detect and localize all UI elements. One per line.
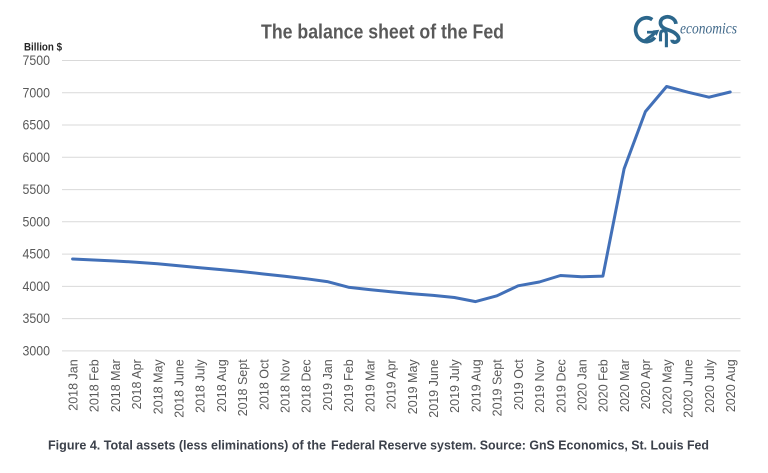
svg-text:Federal Reserve system. Source: Federal Reserve system. Source: GnS Econ… [331, 438, 709, 452]
svg-text:2019 Feb: 2019 Feb [342, 359, 356, 412]
svg-text:2020 Apr: 2020 Apr [639, 359, 653, 409]
svg-text:2018 Nov: 2018 Nov [279, 359, 293, 413]
svg-text:2019 Apr: 2019 Apr [385, 359, 399, 409]
svg-text:2018 Mar: 2018 Mar [109, 359, 123, 412]
svg-text:2019 Mar: 2019 Mar [363, 359, 377, 412]
svg-text:2020 Jan: 2020 Jan [576, 359, 590, 410]
svg-text:2020 Feb: 2020 Feb [597, 359, 611, 412]
svg-text:6000: 6000 [23, 150, 51, 165]
svg-text:2019 Nov: 2019 Nov [533, 359, 547, 413]
svg-text:6500: 6500 [23, 118, 51, 133]
svg-text:7000: 7000 [23, 85, 51, 100]
svg-text:2020 May: 2020 May [660, 359, 674, 415]
svg-text:2019 Oct: 2019 Oct [512, 359, 526, 410]
svg-text:2018 Oct: 2018 Oct [257, 359, 271, 410]
svg-text:2019 July: 2019 July [448, 359, 462, 413]
svg-text:Figure 4. Total assets (less e: Figure 4. Total assets (less elimination… [48, 438, 326, 452]
svg-text:2019 Dec: 2019 Dec [554, 359, 568, 413]
svg-text:7500: 7500 [23, 53, 51, 68]
svg-text:4000: 4000 [23, 279, 51, 294]
svg-text:3500: 3500 [23, 311, 51, 326]
svg-text:economics: economics [680, 21, 737, 38]
svg-text:2018 Aug: 2018 Aug [215, 359, 229, 412]
svg-text:2019 June: 2019 June [427, 359, 441, 417]
svg-text:2020 July: 2020 July [703, 359, 717, 413]
svg-text:3000: 3000 [23, 343, 51, 358]
svg-text:2018 June: 2018 June [173, 359, 187, 417]
svg-text:2018 May: 2018 May [151, 359, 165, 415]
svg-text:5000: 5000 [23, 214, 51, 229]
svg-text:2019 Jan: 2019 Jan [321, 359, 335, 410]
svg-text:2020 Mar: 2020 Mar [618, 359, 632, 412]
svg-text:2018 Apr: 2018 Apr [130, 359, 144, 409]
svg-text:2020 June: 2020 June [682, 359, 696, 417]
svg-text:2018 Sept: 2018 Sept [236, 359, 250, 417]
svg-text:5500: 5500 [23, 182, 51, 197]
svg-text:2019 Sept: 2019 Sept [491, 359, 505, 417]
svg-text:4500: 4500 [23, 247, 51, 262]
svg-text:2018 Jan: 2018 Jan [66, 359, 80, 410]
svg-text:The balance sheet of the Fed: The balance sheet of the Fed [261, 20, 504, 43]
svg-text:2020 Aug: 2020 Aug [724, 359, 738, 412]
svg-text:2018 Dec: 2018 Dec [300, 359, 314, 413]
svg-text:2019 May: 2019 May [406, 359, 420, 415]
svg-text:2018 July: 2018 July [194, 359, 208, 413]
svg-text:Billion $: Billion $ [24, 41, 62, 53]
svg-text:2019 Aug: 2019 Aug [469, 359, 483, 412]
svg-text:2018 Feb: 2018 Feb [88, 359, 102, 412]
